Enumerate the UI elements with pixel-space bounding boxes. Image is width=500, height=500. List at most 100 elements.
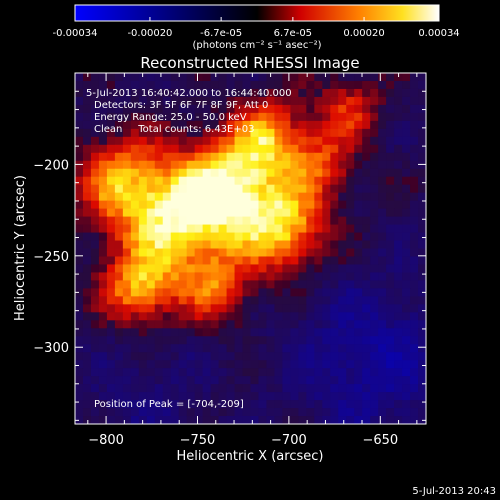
heatmap-cell [394,280,403,289]
heatmap-cell [298,248,307,258]
heatmap-cell [242,320,252,329]
heatmap-cell [210,73,220,82]
heatmap-cell [114,224,124,234]
heatmap-cell [218,304,228,313]
heatmap-cell [410,256,419,266]
heatmap-cell [194,312,204,321]
heatmap-cell [194,392,204,401]
heatmap-cell [322,392,331,401]
heatmap-cell [418,112,426,122]
heatmap-cell [386,400,395,409]
heatmap-cell [170,264,180,274]
heatmap-cell [178,272,188,282]
heatmap-cell [290,320,299,329]
heatmap-cell [122,104,132,114]
heatmap-cell [194,416,204,424]
heatmap-cell [242,368,252,377]
heatmap-cell [106,224,116,234]
heatmap-cell [330,192,339,202]
heatmap-cell [330,312,339,321]
heatmap-cell [330,344,339,353]
heatmap-cell [146,136,156,146]
heatmap-cell [210,376,220,385]
heatmap-cell [226,112,236,122]
heatmap-cell [354,240,363,250]
heatmap-cell [378,272,387,282]
heatmap-cell [210,80,220,90]
heatmap-cell [386,136,395,146]
heatmap-cell [210,344,220,353]
heatmap-cell [146,168,156,178]
heatmap-cell [354,192,363,202]
annotation-time: 5-Jul-2013 16:40:42.000 to 16:44:40.000 [86,88,292,99]
heatmap-cell [226,128,236,138]
heatmap-cell [266,88,276,98]
heatmap-cell [234,400,244,409]
heatmap-cell [234,96,244,106]
heatmap-cell [218,192,228,202]
heatmap-cell [314,144,323,154]
heatmap-cell [258,160,268,170]
heatmap-cell [362,128,371,138]
heatmap-cell [362,144,371,154]
heatmap-cell [138,200,148,210]
heatmap-cell [186,120,196,130]
heatmap-cell [402,224,411,234]
heatmap-cell [90,208,100,218]
heatmap-cell [234,376,244,385]
heatmap-cell [234,152,244,162]
heatmap-cell [346,224,355,234]
heatmap-cell [130,73,140,82]
heatmap-cell [298,336,307,345]
heatmap-cell [98,376,108,385]
heatmap-cell [250,240,260,250]
heatmap-cell [282,320,291,329]
heatmap-cell [146,184,156,194]
heatmap-cell [202,96,212,106]
heatmap-cell [354,328,363,337]
heatmap-cell [242,304,252,313]
heatmap-cell [90,376,100,385]
heatmap-cell [258,416,268,424]
heatmap-cell [90,120,100,130]
heatmap-cell [170,296,180,305]
heatmap-cell [130,208,140,218]
heatmap-cell [354,400,363,409]
heatmap-cell [106,312,116,321]
heatmap-cell [82,352,92,361]
heatmap-cell [298,80,307,90]
heatmap-cell [298,176,307,186]
heatmap-cell [290,312,299,321]
heatmap-cell [90,400,100,409]
heatmap-cell [162,232,172,242]
heatmap-cell [130,264,140,274]
heatmap-cell [314,312,323,321]
heatmap-cell [154,384,164,393]
heatmap-cell [402,384,411,393]
heatmap-cell [354,320,363,329]
heatmap-cell [266,408,276,417]
heatmap-cell [186,192,196,202]
heatmap-cell [154,120,164,130]
heatmap-cell [410,136,419,146]
heatmap-cell [138,128,148,138]
heatmap-cell [394,224,403,234]
heatmap-cell [114,208,124,218]
heatmap-cell [138,360,148,369]
heatmap-cell [162,88,172,98]
heatmap-cell [234,272,244,282]
heatmap-cell [378,232,387,242]
heatmap-cell [306,216,315,226]
x-tick-label: −700 [271,433,307,448]
heatmap-cell [98,248,108,258]
heatmap-cell [282,312,291,321]
heatmap-cell [154,280,164,289]
heatmap-cell [178,352,188,361]
heatmap-cell [346,368,355,377]
heatmap-cell [170,160,180,170]
heatmap-cell [322,232,331,242]
heatmap-cell [314,200,323,210]
heatmap-cell [290,200,299,210]
heatmap-cell [338,288,347,297]
heatmap-cell [82,208,92,218]
